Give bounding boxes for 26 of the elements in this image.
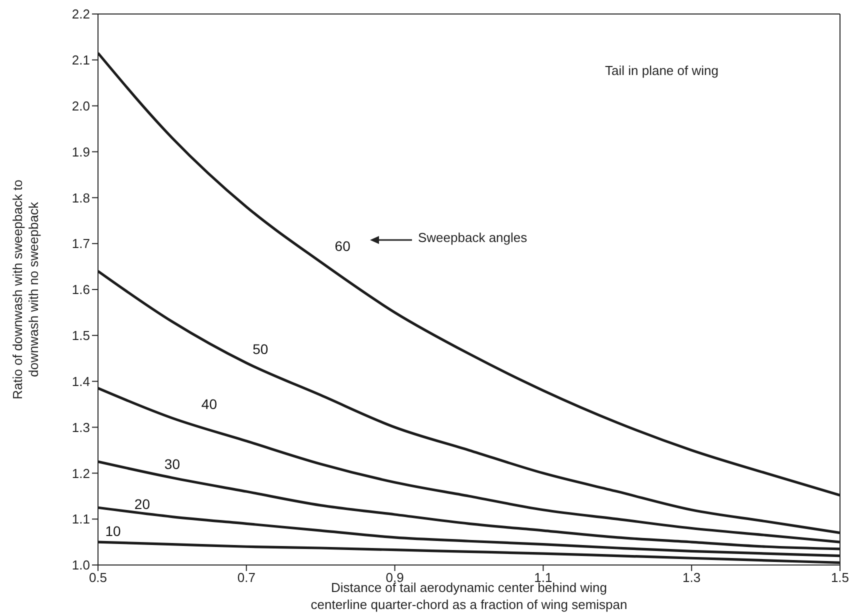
series-label: 40 [201, 396, 218, 412]
series-label: 10 [105, 523, 121, 540]
y-axis-title: Ratio of downwash with sweepback to downwash with no sweepback [10, 180, 41, 400]
y-tick-label: 1.2 [72, 466, 90, 481]
x-tick-label: 0.7 [237, 570, 256, 586]
series-label: 30 [164, 456, 180, 472]
y-tick-label: 1.1 [72, 512, 90, 527]
y-tick-label: 1.8 [72, 190, 90, 206]
y-tick-label: 2.2 [72, 6, 90, 22]
x-tick-label: 0.5 [88, 570, 108, 586]
annotation: Sweepback angles [418, 230, 528, 245]
series-label: 50 [252, 340, 268, 357]
y-tick-label: 1.3 [72, 420, 90, 435]
x-tick-label: 1.3 [682, 570, 701, 586]
legend-label: 60 [334, 238, 351, 254]
y-tick-label: 2.1 [72, 52, 90, 68]
y-tick-label: 1.4 [72, 374, 90, 389]
y-tick-label: 1.9 [72, 144, 90, 160]
y-tick-label: 1.0 [72, 558, 90, 573]
y-tick-label: 1.5 [72, 328, 90, 344]
y-tick-label: 2.0 [72, 98, 90, 114]
series-label: 20 [134, 496, 150, 512]
y-tick-label: 1.7 [72, 236, 90, 252]
x-tick-label: 1.5 [830, 570, 850, 586]
y-tick-label: 1.6 [72, 282, 90, 298]
annotation: Tail in plane of wing [605, 63, 718, 78]
